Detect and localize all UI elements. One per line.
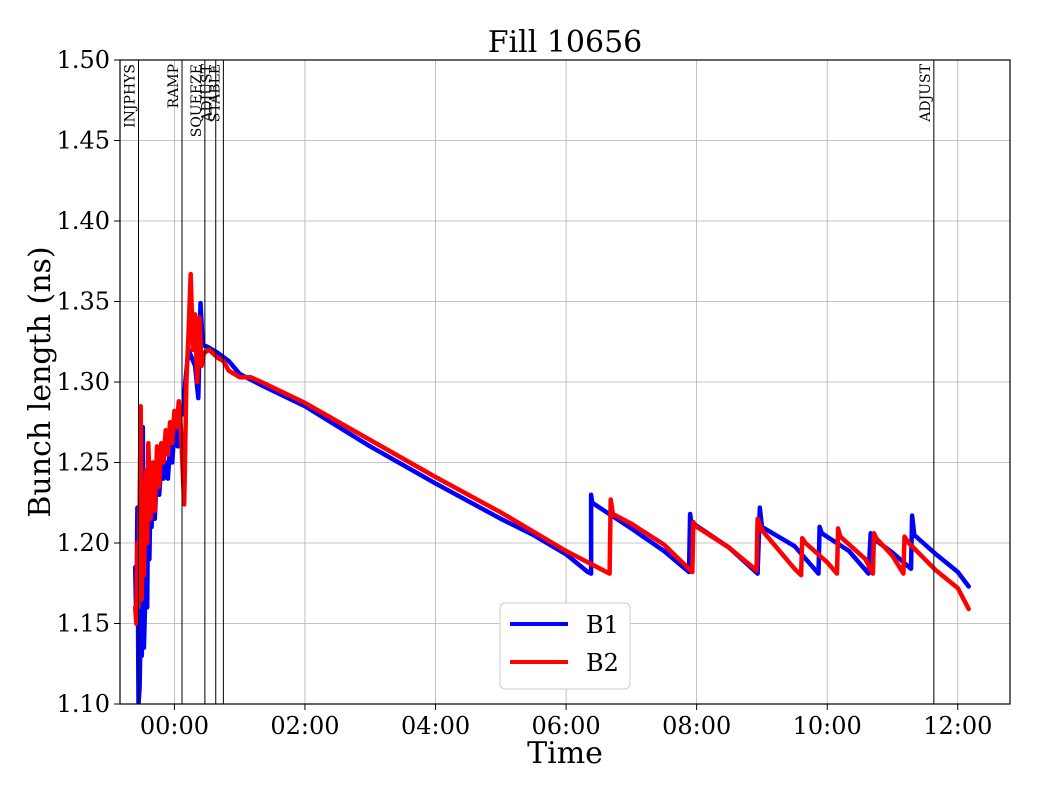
event-label: STABLE (207, 64, 223, 122)
y-axis-label: Bunch length (ns) (23, 246, 58, 517)
y-tick-label: 1.25 (57, 449, 110, 477)
x-tick-label: 00:00 (140, 712, 209, 740)
x-axis-label: Time (527, 736, 603, 771)
event-label: RAMP (166, 64, 182, 108)
legend-label-b2: B2 (586, 649, 619, 677)
y-tick-label: 1.35 (57, 288, 110, 316)
x-tick-label: 04:00 (401, 712, 470, 740)
grid (120, 59, 1010, 705)
series-line-b2 (132, 271, 971, 626)
legend: B1 B2 (499, 602, 631, 690)
x-tick-label: 06:00 (532, 712, 601, 740)
x-tick-label: 12:00 (923, 712, 992, 740)
series-layer (132, 271, 971, 704)
legend-label-b1: B1 (586, 611, 619, 639)
event-label: ADJUST (918, 63, 934, 122)
chart-title: Fill 10656 (488, 25, 643, 60)
y-tick-label: 1.45 (57, 127, 110, 155)
event-label: INJPHYS (123, 64, 139, 128)
axis-ticks: 00:00 02:00 04:00 06:00 08:00 10:00 12:00 1.10 1… (57, 46, 993, 740)
y-tick-label: 1.10 (57, 690, 110, 718)
x-tick-label: 10:00 (793, 712, 862, 740)
y-tick-label: 1.15 (57, 610, 110, 638)
y-tick-label: 1.40 (57, 207, 110, 235)
event-label: ADJUST (200, 63, 216, 122)
y-tick-label: 1.30 (57, 368, 110, 396)
x-tick-label: 02:00 (270, 712, 339, 740)
x-tick-label: 08:00 (662, 712, 731, 740)
y-tick-label: 1.20 (57, 529, 110, 557)
event-label: SQUEEZE (189, 64, 205, 137)
y-tick-label: 1.50 (57, 46, 110, 74)
